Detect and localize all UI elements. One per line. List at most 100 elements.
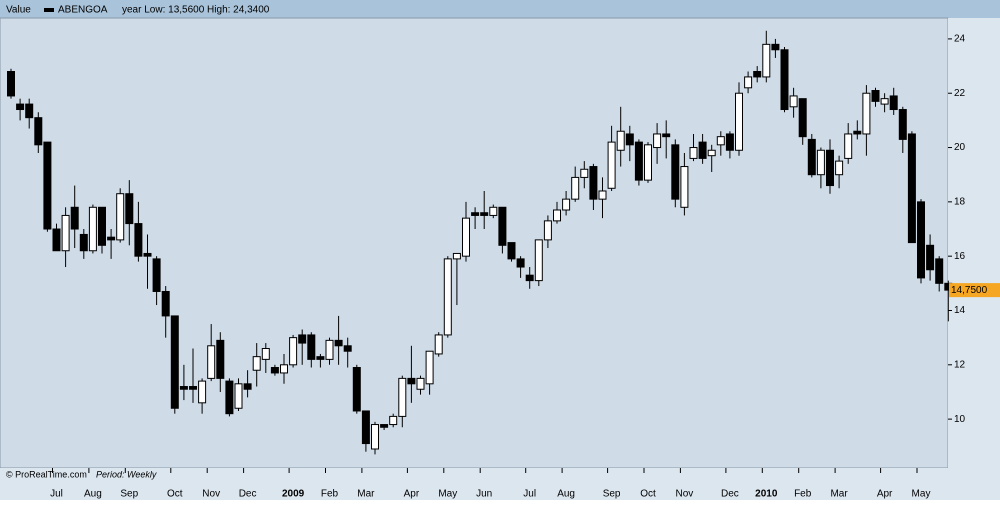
- x-tick-label: Oct: [167, 489, 183, 500]
- candle-body: [216, 339, 225, 379]
- candle-body: [571, 176, 580, 200]
- candle-body: [480, 212, 489, 216]
- candle-body: [134, 223, 143, 257]
- y-tick-label: 16: [954, 251, 966, 262]
- candle-body: [471, 212, 480, 216]
- candle-body: [671, 144, 680, 200]
- candle-body: [252, 356, 261, 371]
- candle-body: [52, 228, 61, 252]
- x-tick-label: Feb: [794, 489, 812, 500]
- candle-body: [107, 236, 116, 241]
- candle-body: [270, 367, 279, 374]
- candle-body: [771, 43, 780, 51]
- candle-body: [489, 206, 498, 216]
- x-axis-area: [0, 468, 1000, 500]
- candle-body: [398, 377, 407, 417]
- candle-body: [844, 133, 853, 159]
- candle-body: [516, 258, 525, 268]
- x-tick-label: Jul: [523, 489, 536, 500]
- candle-body: [380, 424, 389, 428]
- y-axis-area: [948, 18, 1000, 468]
- candle-body: [70, 206, 79, 230]
- x-tick-label: Mar: [357, 489, 375, 500]
- candle-body: [580, 168, 589, 178]
- candle-body: [161, 290, 170, 317]
- candle-body: [525, 274, 534, 282]
- candle-body: [389, 415, 398, 426]
- x-tick-label: Jun: [476, 489, 492, 500]
- candle-body: [88, 206, 97, 252]
- candle-body: [152, 258, 161, 292]
- candle-body: [361, 410, 370, 445]
- candle-body: [698, 141, 707, 159]
- candle-body: [716, 136, 725, 146]
- y-tick-label: 20: [954, 142, 966, 153]
- candle-body: [507, 242, 516, 260]
- candle-body: [179, 386, 188, 390]
- candle-body: [7, 71, 15, 97]
- candle-body: [170, 315, 179, 409]
- candle-body: [498, 206, 507, 246]
- x-tick-label: Nov: [202, 489, 220, 500]
- y-tick-label: 22: [954, 88, 966, 99]
- x-tick-label: May: [912, 489, 931, 500]
- candle-body: [835, 160, 844, 176]
- x-tick-label: Dec: [721, 489, 739, 500]
- candle-body: [125, 193, 134, 225]
- candle-body: [798, 98, 807, 138]
- candle-body: [407, 377, 416, 385]
- candle-body: [880, 98, 889, 105]
- candle-body: [234, 383, 243, 409]
- candle-body: [189, 386, 197, 390]
- legend-swatch: [44, 8, 54, 12]
- candle-body: [680, 166, 689, 208]
- candle-body: [753, 71, 762, 78]
- last-price-box: [949, 283, 1000, 298]
- candle-body: [607, 141, 616, 189]
- header-bar: [0, 0, 1000, 18]
- candle-body: [416, 377, 425, 390]
- x-tick-label: 2009: [282, 489, 305, 500]
- y-tick-label: 12: [954, 359, 966, 370]
- header-range: year Low: 13,5600 High: 24,3400: [122, 5, 270, 16]
- candle-body: [462, 217, 470, 257]
- candle-body: [862, 92, 871, 135]
- candle-body: [589, 166, 598, 200]
- x-tick-label: Aug: [84, 489, 102, 500]
- y-tick-label: 18: [954, 196, 966, 207]
- candle-body: [452, 252, 461, 260]
- candle-body: [562, 198, 571, 211]
- candle-body: [907, 133, 916, 244]
- candle-body: [198, 380, 207, 404]
- candle-body: [434, 334, 443, 355]
- candle-body: [598, 190, 607, 200]
- candle-body: [653, 133, 662, 149]
- candle-body: [34, 117, 43, 146]
- plot-area: [0, 17, 949, 469]
- x-tick-label: Jul: [50, 489, 63, 500]
- candle-body: [853, 130, 862, 135]
- y-tick-label: 24: [954, 34, 966, 45]
- candle-body: [280, 364, 288, 374]
- candle-body: [61, 214, 70, 252]
- candle-body: [917, 201, 925, 279]
- header-label: Value: [6, 5, 31, 16]
- candle-body: [43, 141, 52, 230]
- candle-body: [553, 209, 561, 222]
- last-price-label: 14,7500: [951, 285, 988, 296]
- candle-body: [25, 103, 34, 119]
- candle-body: [289, 337, 298, 366]
- candle-body: [889, 95, 898, 111]
- candle-body: [807, 138, 816, 176]
- candle-body: [143, 252, 152, 257]
- candle-body: [243, 383, 252, 390]
- x-tick-label: Oct: [640, 489, 656, 500]
- footer-period: Period: Weekly: [96, 469, 157, 479]
- x-tick-label: Nov: [676, 489, 694, 500]
- candle-body: [225, 380, 234, 415]
- candle-body: [625, 133, 634, 146]
- candle-body: [762, 43, 771, 78]
- candle-body: [935, 258, 944, 284]
- candle-body: [789, 95, 798, 108]
- candle-body: [307, 334, 316, 360]
